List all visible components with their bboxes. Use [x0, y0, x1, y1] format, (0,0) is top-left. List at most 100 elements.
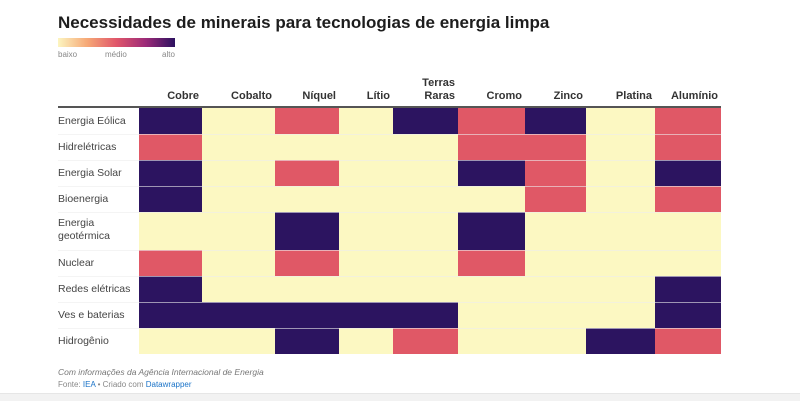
- footer-source: Fonte: IEA • Criado com Datawrapper: [58, 380, 192, 389]
- row-separator: [58, 250, 721, 251]
- bottom-strip: [0, 393, 800, 401]
- column-header: Cobre: [167, 90, 199, 102]
- heatmap-cell: [393, 186, 458, 212]
- column-header: Níquel: [302, 90, 336, 102]
- source-link-iea[interactable]: IEA: [82, 380, 96, 389]
- heatmap-cell: [139, 276, 202, 302]
- heatmap-cell: [202, 250, 275, 276]
- heatmap-cell: [275, 134, 339, 160]
- heatmap-cell: [202, 328, 275, 354]
- source-separator: • Criado com: [95, 380, 146, 389]
- heatmap-cell: [393, 212, 458, 250]
- row-label: Bioenergia: [58, 192, 109, 205]
- heatmap-cell: [655, 328, 721, 354]
- column-header: Alumínio: [670, 90, 718, 102]
- header-rule: [58, 106, 721, 108]
- heatmap-cell: [139, 186, 202, 212]
- heatmap-cell: [339, 160, 393, 186]
- heatmap-cell: [339, 276, 393, 302]
- heatmap-cell: [393, 160, 458, 186]
- row-label: Nuclear: [58, 256, 95, 269]
- heatmap-cell: [586, 276, 655, 302]
- chart-title: Necessidades de minerais para tecnologia…: [58, 13, 550, 32]
- heatmap-cell: [275, 276, 339, 302]
- heatmap-cell: [525, 328, 586, 354]
- row-label: Ves e baterias: [58, 308, 125, 321]
- heatmap-cell: [202, 186, 275, 212]
- heatmap-cell: [458, 302, 525, 328]
- heatmap-cell: [393, 302, 458, 328]
- heatmap-cell: [139, 134, 202, 160]
- heatmap-cell: [655, 276, 721, 302]
- column-header: Platina: [615, 90, 652, 102]
- row-label: Hidrogênio: [58, 334, 109, 347]
- heatmap-cell: [655, 160, 721, 186]
- row-separator: [58, 134, 721, 135]
- row-separator: [58, 276, 721, 277]
- heatmap-cell: [202, 302, 275, 328]
- heatmap-cell: [339, 134, 393, 160]
- heatmap-cell: [586, 134, 655, 160]
- legend-gradient-bar: [58, 38, 175, 47]
- heatmap-cell: [275, 250, 339, 276]
- heatmap-cell: [275, 328, 339, 354]
- column-header: Cromo: [486, 90, 522, 102]
- heatmap-cell: [458, 186, 525, 212]
- column-header: Zinco: [553, 90, 583, 102]
- heatmap-cell: [139, 328, 202, 354]
- column-header: Cobalto: [231, 90, 272, 102]
- heatmap-cell: [393, 328, 458, 354]
- datawrapper-link[interactable]: Datawrapper: [145, 380, 192, 389]
- heatmap-cell: [525, 302, 586, 328]
- heatmap-cell: [458, 250, 525, 276]
- heatmap-cell: [586, 302, 655, 328]
- row-separator: [58, 328, 721, 329]
- legend-label-high: alto: [162, 50, 175, 59]
- heatmap-cell: [339, 328, 393, 354]
- row-separator: [58, 160, 721, 161]
- row-label: Hidrelétricas: [58, 140, 117, 153]
- heatmap-cell: [655, 134, 721, 160]
- legend-label-low: baixo: [58, 50, 78, 59]
- heatmap-cell: [393, 250, 458, 276]
- heatmap-cell: [339, 212, 393, 250]
- heatmap-cell: [525, 134, 586, 160]
- heatmap-cell: [393, 134, 458, 160]
- heatmap-cell: [525, 276, 586, 302]
- heatmap-cell: [458, 108, 525, 134]
- heatmap-cell: [339, 250, 393, 276]
- source-prefix: Fonte:: [58, 380, 83, 389]
- row-label: Energia Solar: [58, 166, 122, 179]
- heatmap-cell: [339, 302, 393, 328]
- heatmap-cell: [339, 186, 393, 212]
- heatmap-cell: [586, 186, 655, 212]
- heatmap-cell: [525, 212, 586, 250]
- heatmap-cell: [655, 250, 721, 276]
- column-header: Lítio: [366, 90, 390, 102]
- heatmap-cell: [458, 160, 525, 186]
- heatmap-cell: [525, 186, 586, 212]
- heatmap-cell: [458, 276, 525, 302]
- row-label: Energia geotérmica: [58, 217, 110, 242]
- heatmap-cell: [586, 108, 655, 134]
- heatmap-cell: [275, 212, 339, 250]
- heatmap-cell: [202, 276, 275, 302]
- footer-note: Com informações da Agência Internacional…: [58, 367, 264, 377]
- heatmap-cell: [586, 212, 655, 250]
- heatmap-cell: [525, 250, 586, 276]
- row-separator: [58, 212, 721, 213]
- heatmap-cell: [458, 212, 525, 250]
- heatmap-cell: [393, 276, 458, 302]
- heatmap-cell: [275, 302, 339, 328]
- heatmap-cell: [458, 134, 525, 160]
- legend-label-mid: médio: [105, 50, 127, 59]
- heatmap-cell: [275, 186, 339, 212]
- heatmap-cell: [202, 212, 275, 250]
- heatmap-cell: [139, 212, 202, 250]
- heatmap-cell: [525, 160, 586, 186]
- heatmap-cell: [339, 108, 393, 134]
- heatmap-cell: [139, 250, 202, 276]
- heatmap-cell: [655, 108, 721, 134]
- heatmap-cell: [525, 108, 586, 134]
- heatmap-cell: [139, 302, 202, 328]
